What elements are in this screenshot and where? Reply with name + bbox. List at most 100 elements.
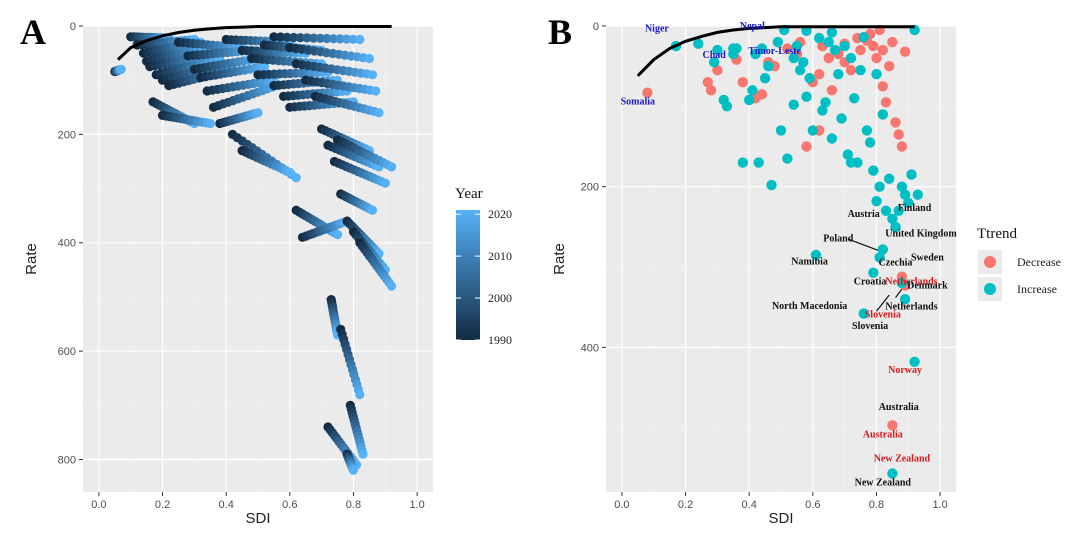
- point-increase: [826, 133, 838, 144]
- panel-b-frontier-line: [636, 25, 915, 77]
- point-increase: [858, 308, 869, 319]
- colorbar-tick-label: 1990: [488, 333, 512, 347]
- x-tick-label: 0.2: [155, 499, 170, 511]
- point-increase: [810, 249, 822, 261]
- year-colorbar-ticks: 2020 2010 2000 1990: [456, 207, 512, 347]
- point-increase: [817, 105, 828, 116]
- point-decrease: [855, 44, 866, 56]
- point-increase: [829, 44, 841, 56]
- year-colorbar-legend: Year 2020 2010 2000 1990: [455, 186, 512, 347]
- point-increase: [880, 205, 892, 216]
- point-increase: [864, 137, 876, 148]
- year-colorbar: [456, 210, 480, 340]
- y-tick-label: 800: [58, 454, 76, 466]
- point-increase: [887, 213, 898, 224]
- point-increase: [744, 94, 755, 106]
- point-decrease: [702, 77, 713, 88]
- point-increase: [798, 57, 809, 68]
- point-increase: [858, 32, 869, 43]
- point-increase: [807, 125, 818, 136]
- panel-b-country-labels: Niger Nepal Chad Timor-Leste Somalia Finland A…: [621, 21, 958, 488]
- panel-b-y-ticks: 0 200 400: [581, 21, 606, 354]
- trend-legend-title: Ttrend: [977, 226, 1017, 242]
- y-tick-label: 600: [58, 346, 76, 358]
- point-increase: [855, 65, 866, 76]
- point-decrease: [756, 89, 768, 100]
- trajectory-point: [380, 178, 390, 188]
- panel-a-y-ticks: 0 200 400 600 800: [58, 21, 83, 466]
- point-increase: [833, 69, 844, 80]
- point-increase: [845, 52, 857, 64]
- country-label: Croatia: [854, 277, 887, 288]
- point-increase: [772, 36, 783, 48]
- point-increase: [845, 157, 857, 168]
- y-tick-label: 400: [581, 342, 599, 354]
- country-label: Austria: [848, 209, 880, 220]
- legend-key-decrease: [984, 256, 996, 268]
- trajectory-point: [335, 34, 345, 44]
- point-decrease: [826, 85, 838, 96]
- panel-letter-b: B: [548, 12, 572, 52]
- leader-line: [847, 238, 880, 252]
- trajectory-point: [371, 86, 381, 96]
- country-label: New Zealand: [874, 454, 931, 465]
- country-label: Slovenia: [852, 321, 888, 332]
- trajectory-point: [282, 32, 292, 42]
- point-increase: [906, 169, 917, 180]
- y-tick-label: 0: [70, 21, 76, 33]
- point-decrease: [814, 69, 825, 80]
- point-decrease: [642, 87, 653, 98]
- trend-legend: Ttrend Decrease Increase: [977, 226, 1061, 301]
- point-increase: [896, 277, 908, 289]
- trajectory-point: [348, 465, 359, 475]
- panel-b-y-axis-title: Rate: [551, 243, 568, 275]
- trajectory-point: [291, 173, 301, 183]
- point-decrease: [896, 141, 908, 152]
- point-increase: [826, 27, 838, 38]
- point-increase: [871, 69, 882, 80]
- point-increase: [890, 221, 901, 233]
- point-increase: [763, 60, 774, 72]
- point-decrease: [893, 129, 904, 140]
- point-decrease: [782, 43, 793, 54]
- panel-b-x-axis-title: SDI: [768, 510, 793, 527]
- point-increase: [871, 196, 882, 207]
- point-decrease: [890, 117, 901, 128]
- x-tick-label: 0.8: [869, 499, 884, 511]
- point-decrease: [887, 420, 898, 431]
- country-label: Niger: [645, 24, 669, 35]
- point-decrease: [884, 60, 895, 72]
- trajectory-point: [285, 167, 295, 177]
- point-increase: [849, 93, 860, 104]
- point-increase: [747, 85, 758, 96]
- y-tick-label: 200: [581, 182, 599, 194]
- country-label: Netherlands: [885, 277, 937, 288]
- point-increase: [912, 189, 923, 200]
- panel-letter-a: A: [20, 12, 46, 52]
- trajectory-point: [289, 32, 299, 43]
- trajectory-point: [367, 70, 378, 80]
- country-label: North Macedonia: [772, 301, 847, 312]
- point-increase: [804, 73, 815, 84]
- point-increase: [728, 43, 739, 54]
- trajectory-point: [275, 32, 286, 42]
- country-label: Namibia: [791, 257, 828, 268]
- point-increase: [791, 40, 803, 52]
- trajectory-point: [332, 230, 343, 240]
- point-decrease: [845, 65, 857, 76]
- point-increase: [903, 197, 914, 208]
- panel-a-x-ticks: 0.0 0.2 0.4 0.6 0.8 1.0: [91, 492, 425, 511]
- point-increase: [814, 32, 825, 44]
- country-label: New Zealand: [855, 478, 912, 489]
- legend-label-decrease: Decrease: [1017, 255, 1061, 269]
- country-label: Netherlands: [885, 302, 937, 313]
- point-decrease: [899, 46, 911, 57]
- country-label: Poland: [823, 233, 853, 244]
- point-increase: [836, 113, 847, 124]
- point-decrease: [877, 81, 888, 92]
- point-increase: [782, 153, 793, 164]
- trajectory-point: [342, 34, 352, 44]
- trajectory-point: [116, 64, 126, 74]
- x-tick-label: 1.0: [409, 499, 424, 511]
